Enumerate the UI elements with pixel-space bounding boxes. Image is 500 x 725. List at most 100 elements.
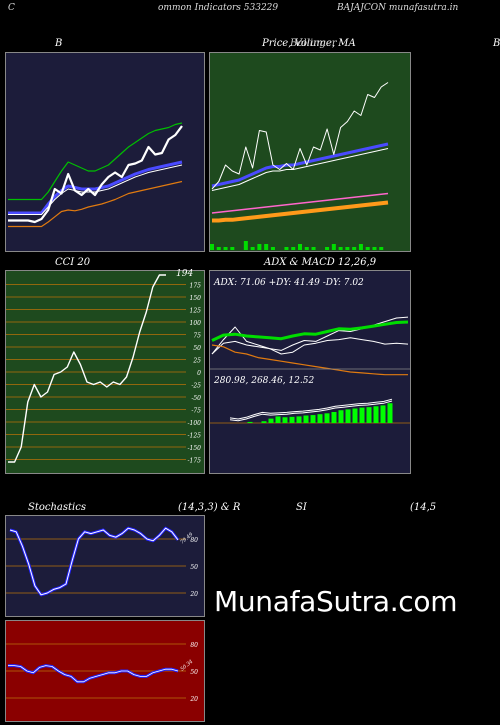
cci-chart: 175 150 125 100 75 50 25 0 -25 -50 -75 -100 -125 -150…: [6, 269, 202, 465]
rsi-signal-line: [8, 665, 179, 683]
rsi-tick-label: 50: [190, 669, 198, 676]
cci-tick-label: -75: [191, 408, 201, 415]
cci-tick-label: 25: [192, 358, 201, 365]
cci-tick-label: 150: [190, 295, 202, 302]
cci-tick-label: -50: [191, 395, 201, 402]
volume-bar: [331, 244, 336, 250]
stoch-title-right-a: SI: [296, 502, 307, 513]
adx-line: [211, 344, 408, 376]
adx-readout: ADX: 71.06 +DY: 41.49 -DY: 7.02: [213, 278, 364, 288]
price-chart: [210, 82, 389, 250]
adx-trend-line: [211, 320, 409, 342]
price-ma-blue-line: [211, 142, 389, 188]
cci-panel: 175 150 125 100 75 50 25 0 -25 -50 -75 -100 -125 -150…: [5, 269, 205, 474]
adx-macd-chart: ADX: 71.06 +DY: 41.49 -DY: 7.02 280.98, 2…: [210, 278, 410, 424]
cci-tick-label: 0: [197, 370, 201, 377]
stoch-tick-label: 20: [189, 591, 198, 598]
macd-histogram-bar: [296, 416, 302, 423]
cci-tick-label: -175: [188, 458, 202, 465]
stoch-tick-label: 80: [190, 537, 198, 544]
macd-histogram-bar: [345, 409, 351, 423]
stoch-title-left: Stochastics: [28, 502, 86, 513]
rsi-tick-label: 20: [189, 696, 198, 703]
boll-upper-line: [8, 122, 183, 201]
macd-histogram-bar: [268, 418, 274, 423]
volume-bar: [338, 247, 343, 250]
cci-line: [8, 274, 166, 463]
stoch-panel: 80 50 20 79.49: [5, 515, 205, 617]
cci-tick-label: 125: [190, 308, 202, 315]
watermark: MunafaSutra.com: [214, 585, 458, 618]
volume-bar: [284, 247, 289, 250]
price-panel: [209, 52, 411, 252]
volume-bar: [210, 244, 214, 250]
adx-minus-di-line: [211, 326, 409, 355]
macd-histogram-bar: [352, 408, 358, 423]
volume-bar: [345, 247, 350, 250]
volume-bar: [250, 247, 255, 250]
boll-price-line: [8, 125, 183, 224]
price-ma-slow-line: [212, 200, 389, 223]
macd-line: [229, 398, 393, 420]
cci-tick-label: 75: [193, 333, 201, 340]
macd-histogram-bar: [247, 421, 253, 423]
macd-histogram-bar: [289, 416, 295, 423]
stoch-title-right-b: (14,5: [410, 502, 437, 513]
rsi-panel: 80 50 20 50.34: [5, 620, 205, 722]
volume-bar: [291, 247, 296, 250]
bollinger-panel: [5, 52, 205, 252]
boll-band-line: [8, 160, 183, 215]
macd-histogram-bar: [338, 410, 344, 423]
price-overlay-title: Bollinger: [290, 38, 337, 49]
price-title: Price, Volume, MA: [262, 38, 356, 49]
macd-histogram-bar: [303, 415, 309, 423]
volume-bar: [223, 247, 228, 250]
rsi-tick-label: 80: [190, 642, 198, 649]
header-left: C: [8, 3, 15, 13]
macd-histogram-bar: [373, 406, 379, 423]
macd-histogram-bar: [366, 407, 372, 423]
volume-bar: [325, 247, 330, 250]
cci-tick-label: -25: [191, 383, 201, 390]
macd-signal-line: [229, 400, 393, 422]
bollinger-title: B: [55, 38, 63, 49]
volume-bar: [257, 244, 262, 250]
volume-bar: [243, 241, 248, 250]
header-center: ommon Indicators 533229: [158, 3, 279, 13]
macd-histogram-bar: [359, 407, 365, 423]
volume-bar: [264, 244, 269, 250]
volume-bar: [372, 247, 377, 250]
volume-bar: [270, 247, 275, 250]
edge-letter: B: [493, 38, 500, 49]
volume-bar: [379, 247, 384, 250]
boll-ma-line: [8, 180, 183, 228]
stoch-d-line: [9, 527, 179, 596]
adx-title: ADX & MACD 12,26,9: [264, 257, 377, 268]
macd-histogram-bar: [282, 417, 288, 423]
price-ma-mid-line: [211, 192, 389, 214]
macd-histogram-bar: [380, 405, 386, 423]
volume-bar: [311, 247, 316, 250]
cci-current-label: 194: [176, 269, 193, 279]
cci-tick-label: 175: [190, 283, 202, 290]
macd-histogram-bar: [331, 412, 337, 423]
macd-histogram-bar: [317, 414, 323, 423]
cci-tick-label: -100: [188, 420, 202, 427]
rsi-line: [8, 664, 179, 684]
bollinger-chart: [8, 122, 183, 228]
cci-tick-label: -150: [188, 445, 202, 452]
price-ma-fast-line: [211, 148, 389, 191]
volume-bar: [230, 247, 235, 250]
macd-histogram-bar: [261, 421, 267, 423]
stoch-title-mid: (14,3,3) & R: [178, 502, 241, 513]
macd-readout: 280.98, 268.46, 12.52: [213, 376, 314, 386]
macd-histogram-bar: [324, 413, 330, 423]
volume-bar: [365, 247, 370, 250]
macd-histogram-bar: [387, 403, 393, 423]
price-close-line: [211, 82, 389, 190]
macd-histogram-bar: [310, 415, 316, 423]
cci-tick-label: -125: [188, 433, 202, 440]
header-right: BAJAJCON munafasutra.in: [337, 3, 459, 13]
volume-bar: [298, 244, 302, 250]
